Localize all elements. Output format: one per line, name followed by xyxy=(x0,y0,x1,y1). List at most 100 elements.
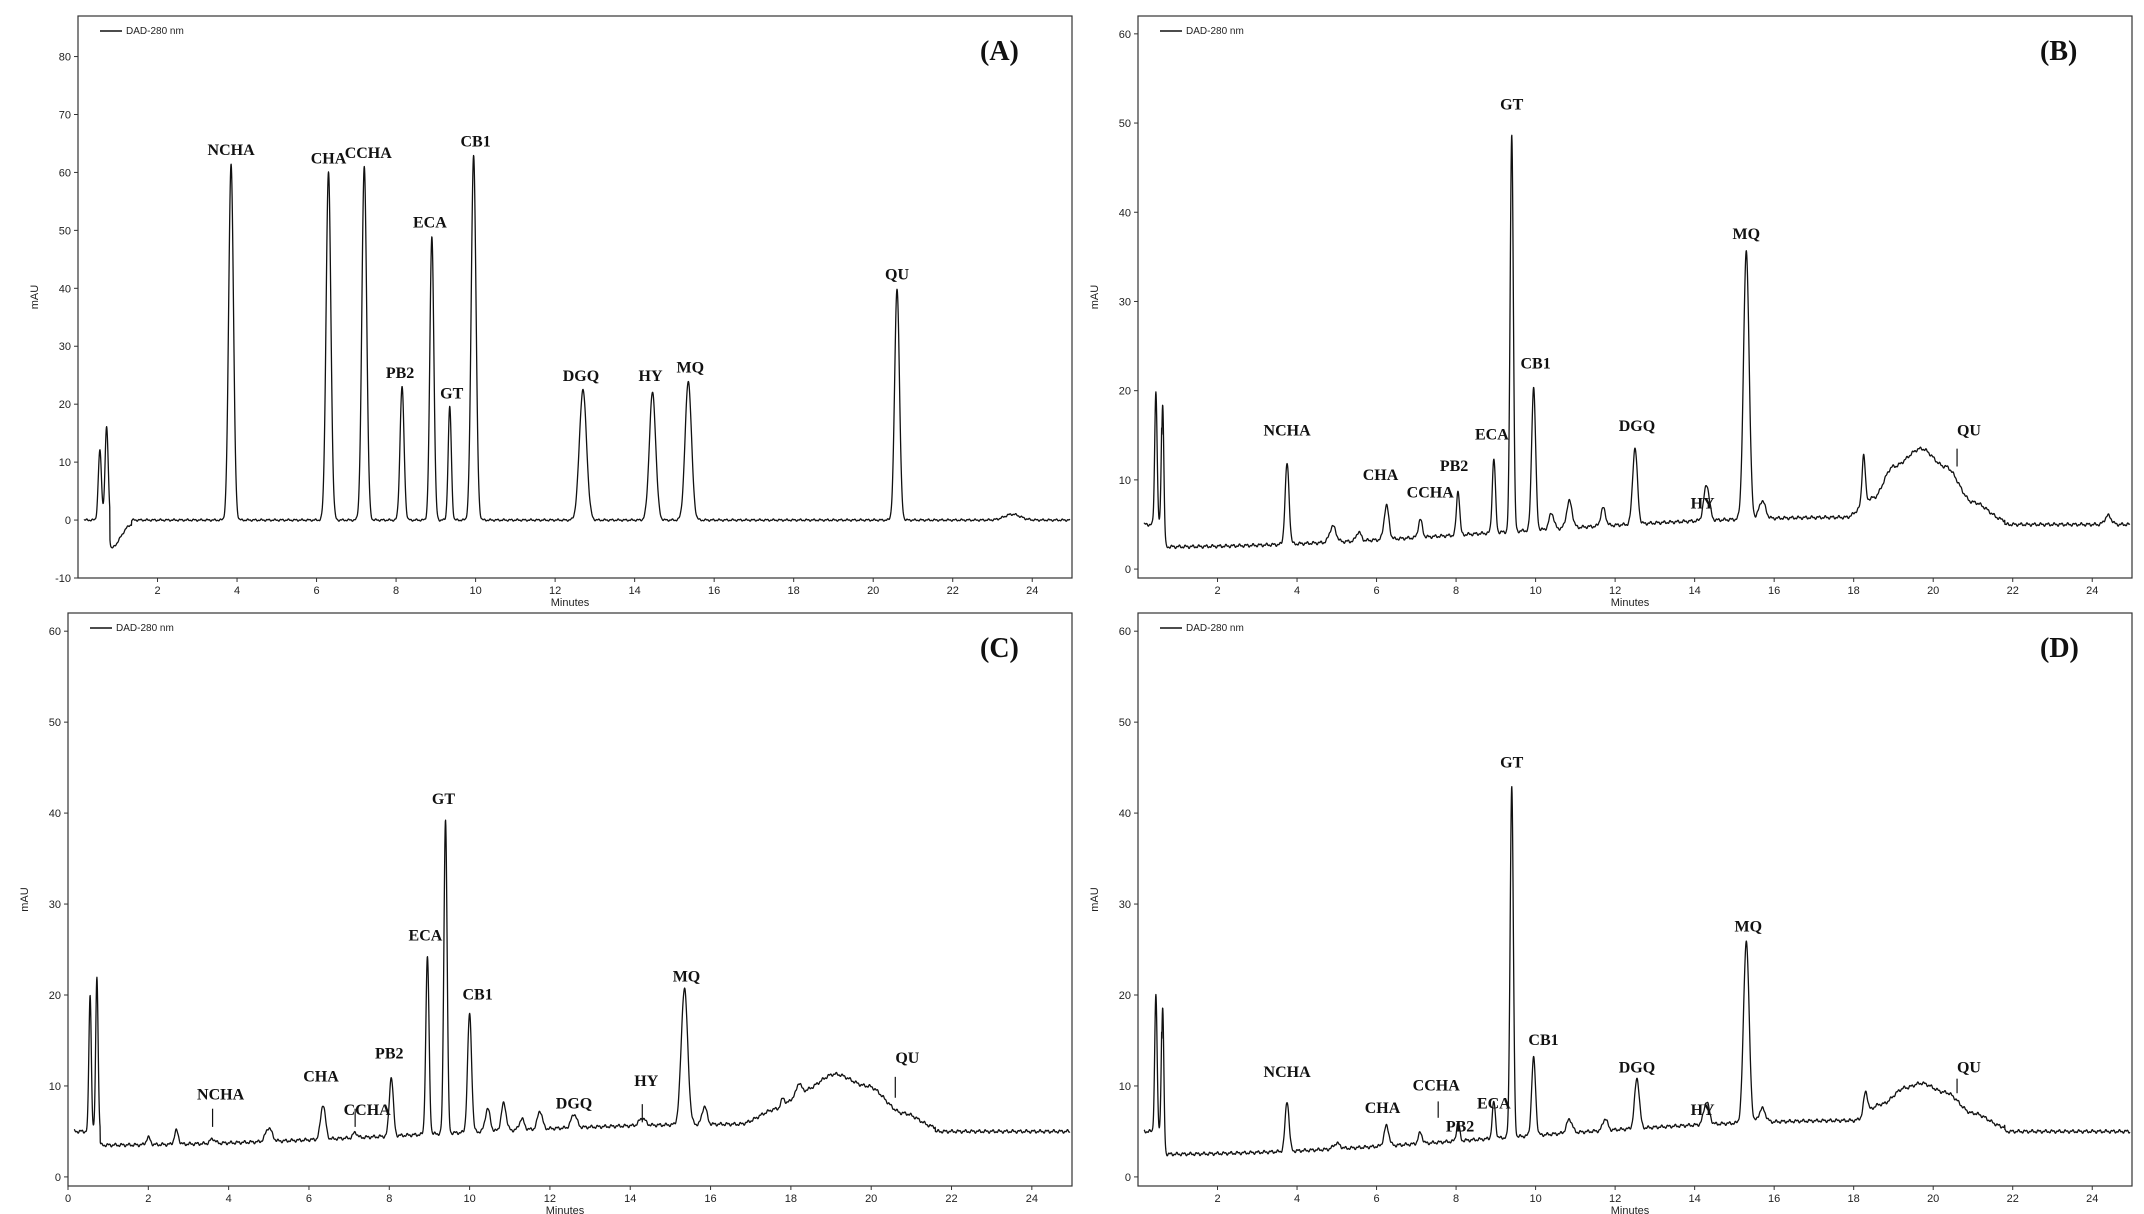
peak-label-eca: ECA xyxy=(1475,427,1509,444)
y-tick-label: 30 xyxy=(59,341,71,353)
y-tick-label: 30 xyxy=(49,899,61,911)
x-tick-label: 12 xyxy=(1609,1193,1621,1205)
peak-label-eca: ECA xyxy=(1477,1096,1511,1113)
peak-label-qu: QU xyxy=(895,1050,919,1067)
peak-label-pb2: PB2 xyxy=(1440,458,1468,475)
x-tick-label: 20 xyxy=(1927,1193,1939,1205)
peak-label-eca: ECA xyxy=(409,927,443,944)
x-tick-label: 20 xyxy=(867,585,879,597)
y-tick-label: 60 xyxy=(59,167,71,179)
x-tick-label: 20 xyxy=(865,1193,877,1205)
peak-label-cha: CHA xyxy=(311,151,347,168)
peak-label-cha: CHA xyxy=(303,1068,339,1085)
x-tick-label: 22 xyxy=(2007,1193,2019,1205)
y-tick-label: 60 xyxy=(49,626,61,638)
x-tick-label: 4 xyxy=(1294,1193,1300,1205)
y-axis-label: mAU xyxy=(19,887,31,912)
x-tick-label: 8 xyxy=(1453,585,1459,597)
y-tick-label: 0 xyxy=(1125,564,1131,576)
x-tick-label: 18 xyxy=(1848,585,1860,597)
x-tick-label: 8 xyxy=(1453,1193,1459,1205)
x-axis-label: Minutes xyxy=(1611,1205,1650,1214)
y-tick-label: 50 xyxy=(1119,717,1131,729)
x-tick-label: 6 xyxy=(313,585,319,597)
chromatogram-trace xyxy=(1143,786,2131,1157)
x-tick-label: 10 xyxy=(463,1193,475,1205)
plot-frame xyxy=(1137,612,2133,1187)
y-tick-label: 20 xyxy=(49,990,61,1002)
x-tick-label: 14 xyxy=(1689,1193,1701,1205)
x-tick-label: 4 xyxy=(1294,585,1300,597)
y-tick-label: 20 xyxy=(59,399,71,411)
peak-label-ncha: NCHA xyxy=(208,142,256,159)
x-tick-label: 22 xyxy=(2007,585,2019,597)
x-tick-label: 4 xyxy=(234,585,240,597)
x-tick-label: 10 xyxy=(1529,1193,1541,1205)
y-tick-label: 30 xyxy=(1119,899,1131,911)
y-tick-label: 10 xyxy=(1119,475,1131,487)
y-tick-label: 50 xyxy=(49,717,61,729)
chromatogram-trace xyxy=(73,819,1071,1148)
x-tick-label: 18 xyxy=(1848,1193,1860,1205)
peak-label-cb1: CB1 xyxy=(1520,355,1550,372)
x-tick-label: 14 xyxy=(624,1193,636,1205)
peak-label-ccha: CCHA xyxy=(345,145,393,162)
legend-entry: DAD-280 nm xyxy=(126,26,184,37)
peak-label-pb2: PB2 xyxy=(375,1046,403,1063)
panel-label: (A) xyxy=(980,36,1019,67)
x-tick-label: 24 xyxy=(2086,1193,2098,1205)
peak-label-dgq: DGQ xyxy=(1619,418,1655,435)
y-tick-label: 10 xyxy=(49,1081,61,1093)
x-tick-label: 2 xyxy=(154,585,160,597)
x-tick-label: 12 xyxy=(544,1193,556,1205)
peak-label-hy: HY xyxy=(1691,1102,1715,1119)
x-tick-label: 8 xyxy=(386,1193,392,1205)
x-tick-label: 18 xyxy=(785,1193,797,1205)
x-tick-label: 6 xyxy=(1373,585,1379,597)
y-tick-label: 20 xyxy=(1119,990,1131,1002)
x-tick-label: 24 xyxy=(1026,585,1038,597)
peak-label-eca: ECA xyxy=(413,214,447,231)
legend-entry: DAD-280 nm xyxy=(1186,26,1244,37)
panel-label: (C) xyxy=(980,633,1019,664)
x-tick-label: 6 xyxy=(306,1193,312,1205)
y-tick-label: 0 xyxy=(65,515,71,527)
peak-label-cha: CHA xyxy=(1365,1100,1401,1117)
y-axis-label: mAU xyxy=(1089,887,1101,912)
y-tick-label: 50 xyxy=(59,225,71,237)
panel-label: (B) xyxy=(2040,36,2077,67)
chromatogram-trace xyxy=(1143,134,2131,550)
peak-label-gt: GT xyxy=(432,791,455,808)
y-tick-label: 60 xyxy=(1119,29,1131,41)
x-tick-label: 0 xyxy=(65,1193,71,1205)
legend-entry: DAD-280 nm xyxy=(1186,623,1244,634)
peak-label-qu: QU xyxy=(1957,422,1981,439)
peak-label-pb2: PB2 xyxy=(1446,1118,1474,1135)
y-tick-label: 0 xyxy=(55,1172,61,1184)
peak-label-pb2: PB2 xyxy=(386,365,414,382)
x-tick-label: 16 xyxy=(708,585,720,597)
peak-label-gt: GT xyxy=(1500,97,1523,114)
plot-frame xyxy=(77,15,1073,579)
x-tick-label: 2 xyxy=(145,1193,151,1205)
peak-label-ncha: NCHA xyxy=(197,1087,245,1104)
x-tick-label: 2 xyxy=(1214,585,1220,597)
legend-entry: DAD-280 nm xyxy=(116,623,174,634)
x-tick-label: 22 xyxy=(945,1193,957,1205)
peak-label-mq: MQ xyxy=(673,968,701,985)
x-tick-label: 8 xyxy=(393,585,399,597)
x-tick-label: 24 xyxy=(2086,585,2098,597)
panel-label: (D) xyxy=(2040,633,2079,664)
y-axis-label: mAU xyxy=(1089,285,1101,310)
peak-label-dgq: DGQ xyxy=(1619,1059,1655,1076)
plot-frame xyxy=(67,612,1073,1187)
peak-label-dgq: DGQ xyxy=(556,1096,592,1113)
x-tick-label: 22 xyxy=(947,585,959,597)
x-axis-label: Minutes xyxy=(1611,597,1650,609)
x-tick-label: 14 xyxy=(629,585,641,597)
y-tick-label: 10 xyxy=(1119,1081,1131,1093)
